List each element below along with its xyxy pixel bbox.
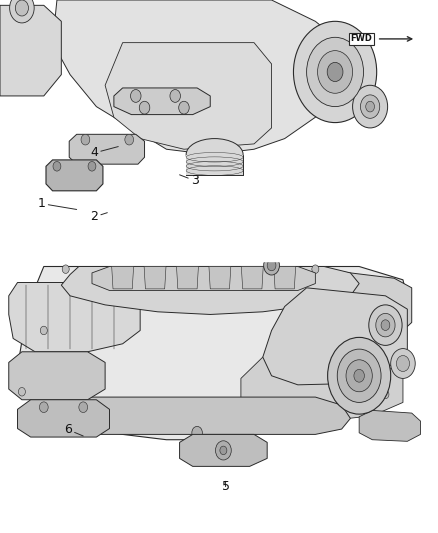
Circle shape — [391, 349, 415, 378]
Circle shape — [215, 441, 231, 460]
Polygon shape — [241, 266, 263, 289]
Circle shape — [179, 101, 189, 114]
Circle shape — [354, 369, 364, 382]
Polygon shape — [144, 266, 166, 289]
Circle shape — [53, 161, 61, 171]
Circle shape — [192, 426, 202, 439]
Polygon shape — [0, 5, 61, 96]
Circle shape — [381, 320, 390, 330]
Polygon shape — [69, 134, 145, 164]
Circle shape — [62, 265, 69, 273]
Circle shape — [131, 90, 141, 102]
Polygon shape — [105, 43, 272, 149]
Circle shape — [346, 360, 372, 392]
Circle shape — [328, 337, 391, 414]
Polygon shape — [18, 266, 407, 440]
Circle shape — [39, 402, 48, 413]
Text: 5: 5 — [222, 480, 230, 493]
Text: 4: 4 — [90, 147, 118, 159]
Circle shape — [337, 349, 381, 402]
Polygon shape — [177, 266, 198, 289]
Polygon shape — [112, 266, 134, 289]
Polygon shape — [359, 410, 420, 441]
Polygon shape — [92, 266, 315, 290]
Polygon shape — [53, 0, 342, 155]
Circle shape — [307, 37, 364, 107]
Circle shape — [170, 90, 180, 102]
Polygon shape — [209, 266, 231, 289]
Circle shape — [40, 326, 47, 335]
Polygon shape — [44, 397, 350, 434]
Text: 2: 2 — [90, 211, 107, 223]
Circle shape — [81, 134, 90, 145]
Circle shape — [382, 390, 389, 399]
Polygon shape — [18, 400, 109, 437]
Circle shape — [293, 21, 377, 123]
Circle shape — [366, 101, 374, 112]
Circle shape — [79, 402, 88, 413]
Circle shape — [267, 260, 276, 271]
Circle shape — [18, 387, 25, 396]
Ellipse shape — [186, 139, 243, 171]
Polygon shape — [186, 155, 243, 175]
Circle shape — [396, 356, 410, 372]
Text: 3: 3 — [180, 174, 199, 187]
Circle shape — [139, 101, 150, 114]
Polygon shape — [9, 282, 140, 352]
Circle shape — [88, 161, 96, 171]
Circle shape — [318, 51, 353, 93]
Polygon shape — [46, 160, 103, 191]
Circle shape — [369, 305, 402, 345]
Circle shape — [264, 256, 279, 275]
Circle shape — [312, 265, 319, 273]
Polygon shape — [9, 352, 105, 400]
Polygon shape — [61, 266, 359, 314]
Polygon shape — [241, 357, 403, 422]
Polygon shape — [274, 266, 296, 289]
Text: 1: 1 — [38, 197, 77, 210]
Text: FWD: FWD — [350, 35, 372, 43]
Circle shape — [125, 134, 134, 145]
Circle shape — [327, 62, 343, 82]
Polygon shape — [263, 288, 407, 385]
Polygon shape — [114, 88, 210, 115]
Text: 6: 6 — [64, 423, 83, 436]
Polygon shape — [315, 272, 412, 346]
Circle shape — [220, 446, 227, 455]
Circle shape — [376, 313, 395, 337]
Circle shape — [360, 95, 380, 118]
Polygon shape — [180, 434, 267, 466]
Circle shape — [15, 0, 28, 16]
Circle shape — [353, 85, 388, 128]
Circle shape — [10, 0, 34, 23]
